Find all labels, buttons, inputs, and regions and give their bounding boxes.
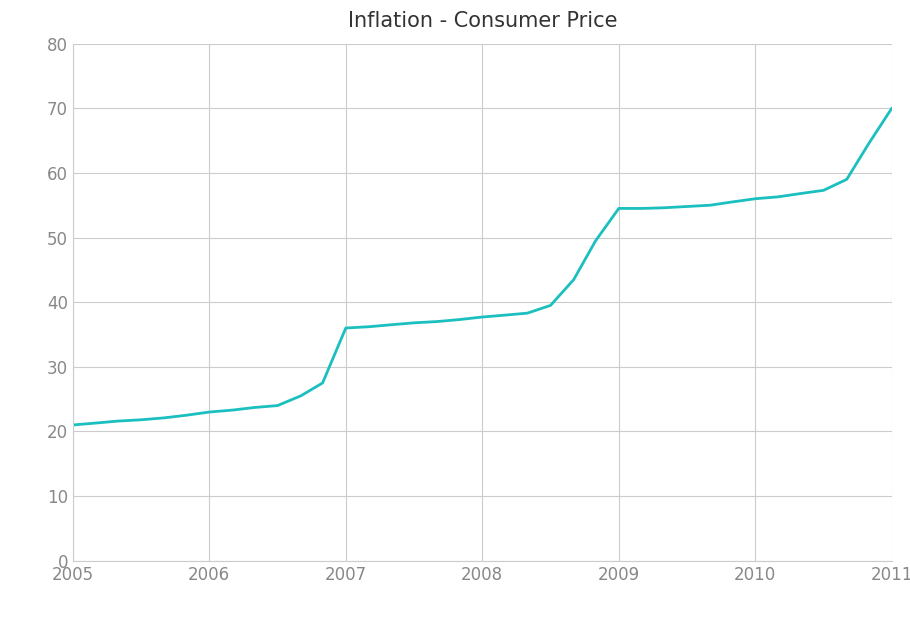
Title: Inflation - Consumer Price: Inflation - Consumer Price [348,11,617,31]
